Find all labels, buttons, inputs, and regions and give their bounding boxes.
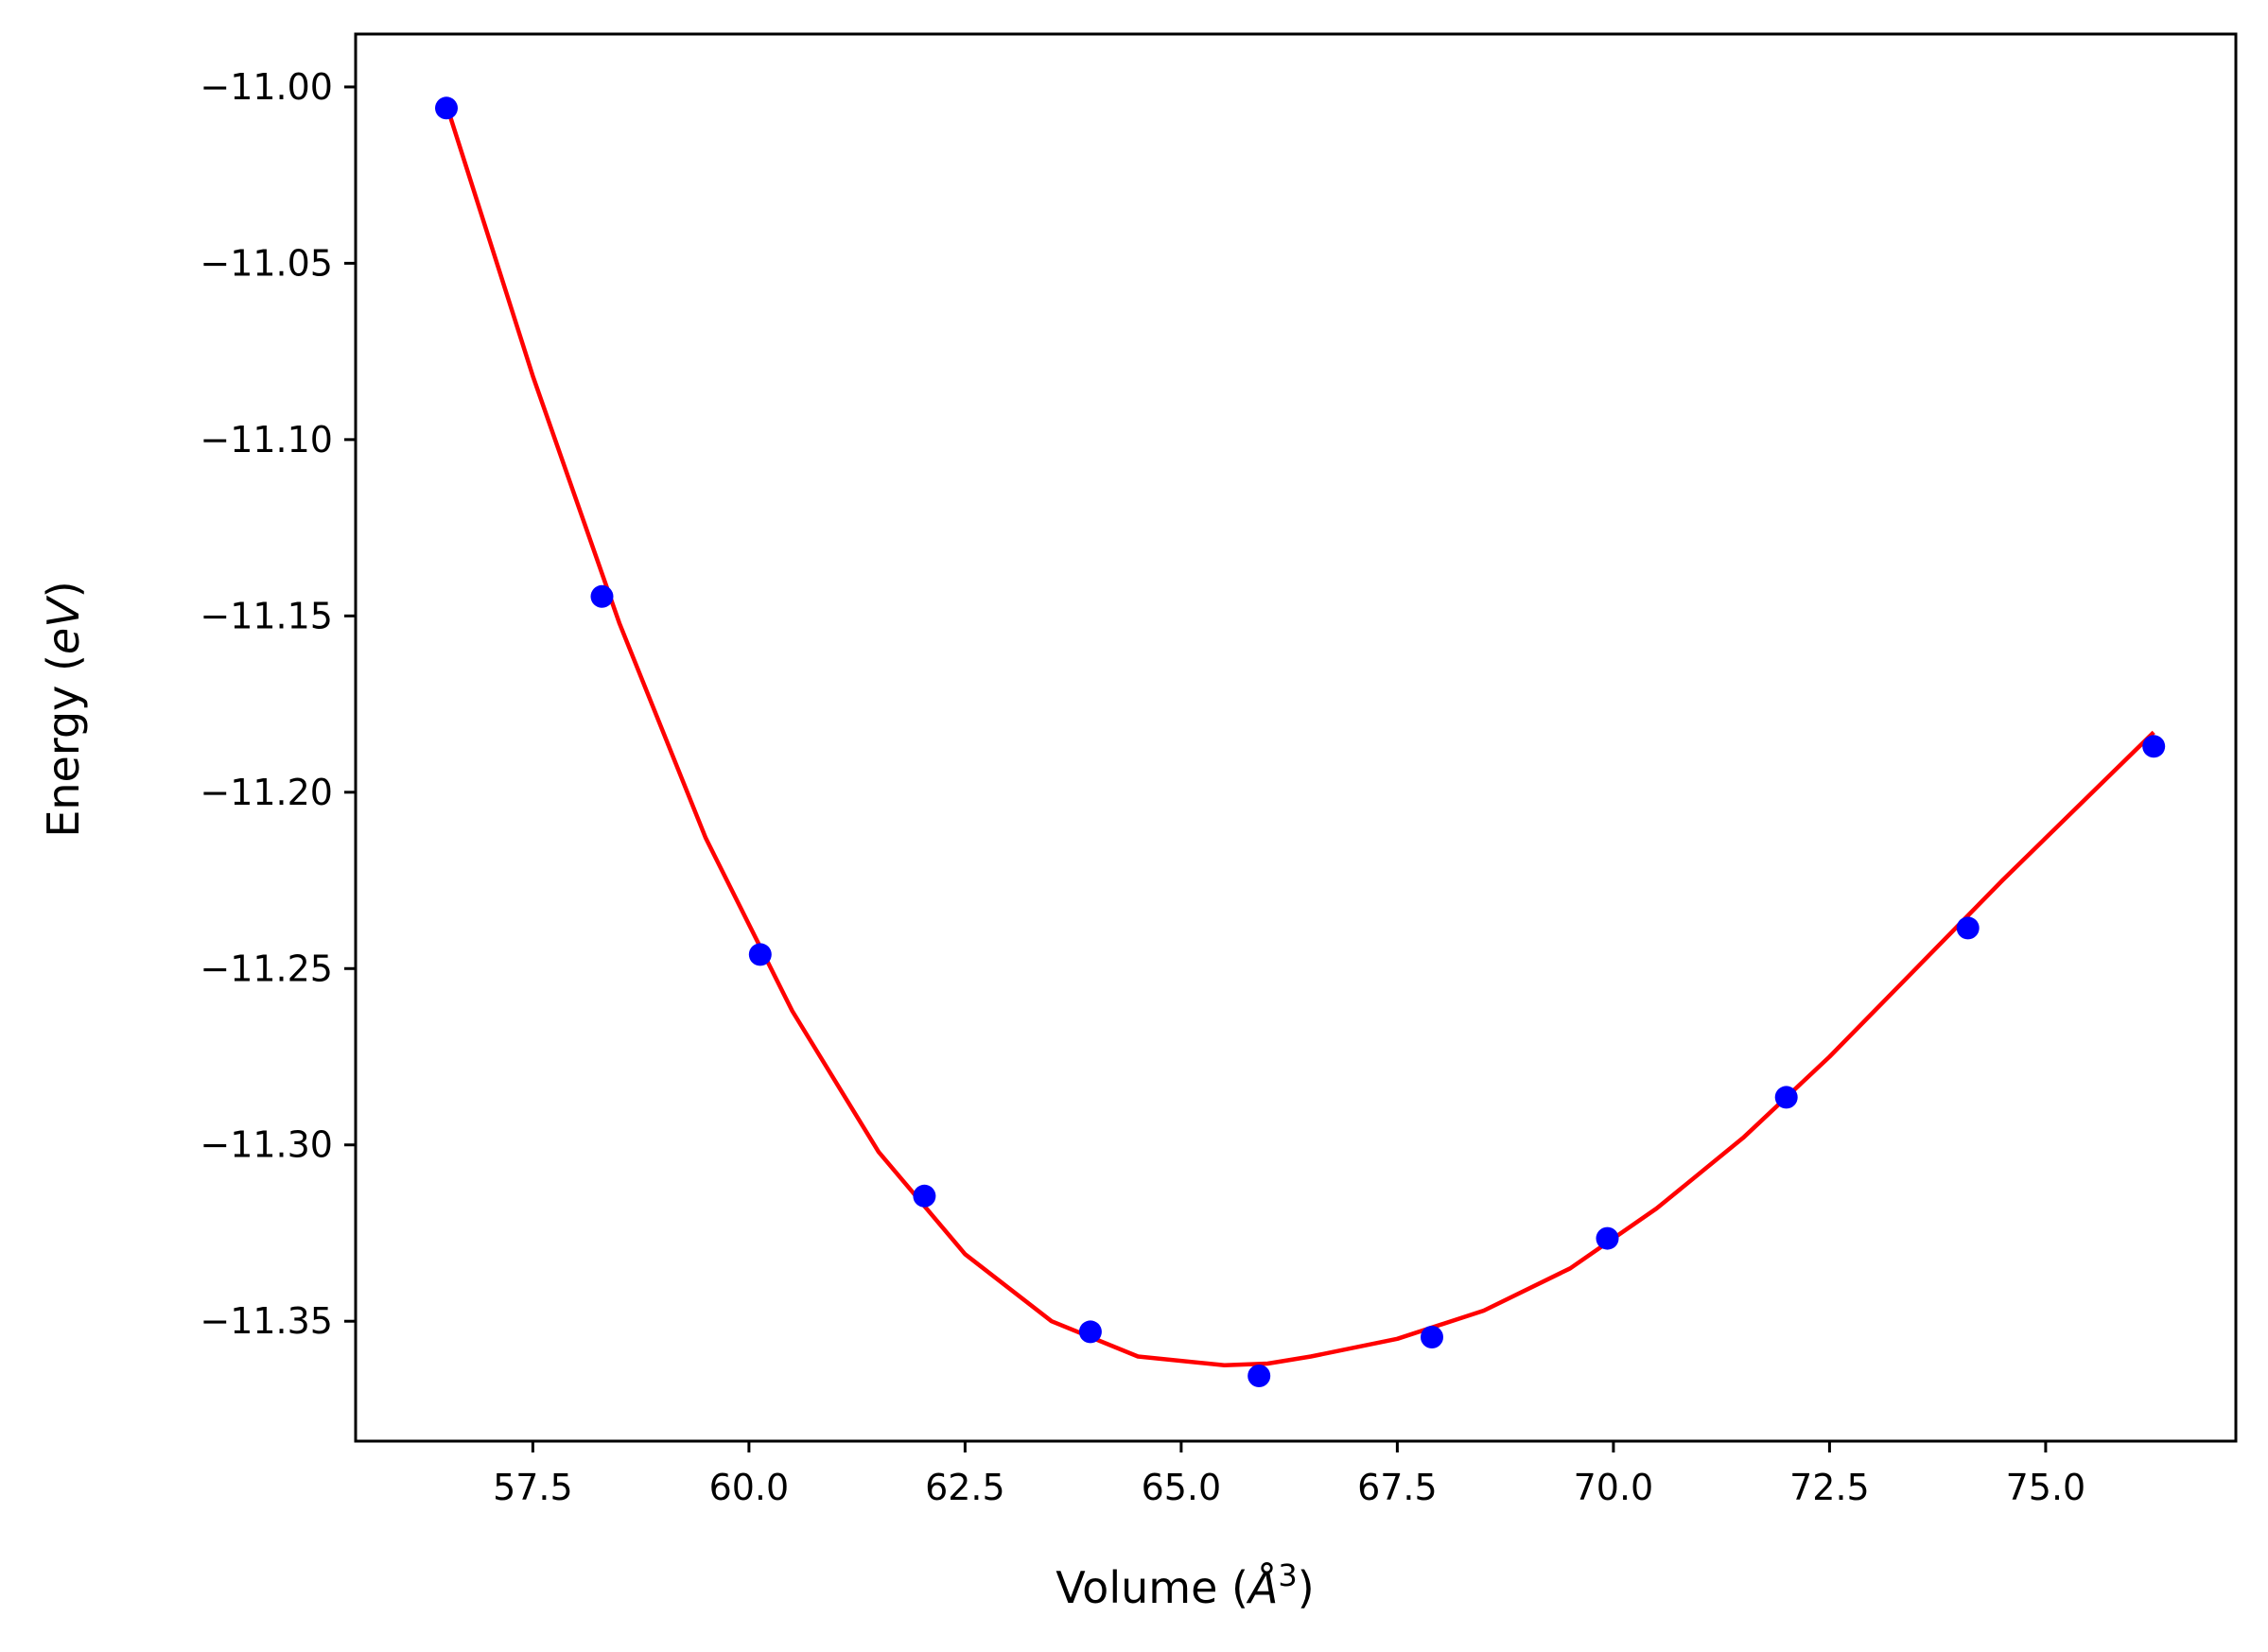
data-point [913, 1184, 936, 1208]
x-axis-label: Volume (Å3) [1055, 1557, 1314, 1613]
x-tick-label: 57.5 [493, 1467, 573, 1508]
y-tick-label: −11.10 [200, 419, 333, 461]
x-tick-label: 65.0 [1142, 1467, 1222, 1508]
y-tick-label: −11.00 [200, 66, 333, 108]
fit-curve-layer [444, 103, 2155, 1368]
y-tick-label: −11.15 [200, 595, 333, 636]
data-point [2142, 735, 2166, 758]
data-point [1421, 1326, 1443, 1348]
data-points-layer [435, 96, 2166, 1387]
data-point [1774, 1086, 1798, 1109]
data-point [1596, 1226, 1619, 1250]
x-tick-label: 67.5 [1357, 1467, 1438, 1508]
x-tick-label: 70.0 [1574, 1467, 1654, 1508]
x-tick-label: 62.5 [925, 1467, 1005, 1508]
y-tick-label: −11.20 [200, 772, 333, 813]
y-tick-label: −11.25 [200, 948, 333, 989]
plot-area-frame [354, 32, 2238, 1443]
fit-curve-line [444, 103, 2155, 1368]
x-tick-label: 75.0 [2006, 1467, 2086, 1508]
x-tick-label: 60.0 [709, 1467, 790, 1508]
data-point [1247, 1365, 1271, 1387]
data-point [748, 943, 772, 966]
y-axis-label: Energy (eV) [38, 581, 89, 837]
data-point [1956, 916, 1980, 940]
y-tick-label: −11.05 [200, 242, 333, 284]
x-tick-label: 72.5 [1789, 1467, 1870, 1508]
x-axis-ticks: 57.5 60.0 62.5 65.0 67.5 70.0 72.5 75.0 [493, 1441, 2085, 1508]
y-tick-label: −11.30 [200, 1124, 333, 1166]
y-axis-ticks: −11.00 −11.05 −11.10 −11.15 −11.20 −11.25 −11.… [200, 66, 356, 1342]
data-point [1078, 1320, 1102, 1344]
data-point [435, 96, 458, 120]
y-tick-label: −11.35 [200, 1300, 333, 1342]
data-point [590, 584, 614, 608]
